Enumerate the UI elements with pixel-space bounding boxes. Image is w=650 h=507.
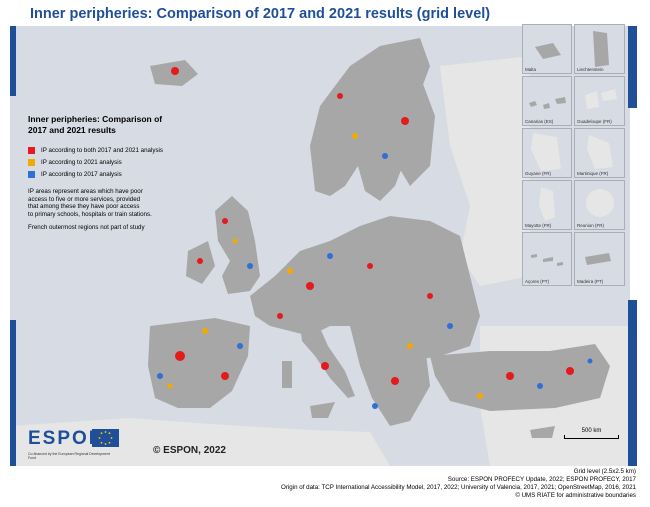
legend-item-label: IP according to 2017 analysis — [41, 171, 122, 178]
footer-boundaries: © UMS RIATE for administrative boundarie… — [515, 492, 636, 499]
legend-note-outermost: French outermost regions not part of stu… — [28, 224, 145, 232]
legend: Inner peripheries: Comparison of 2017 an… — [28, 114, 198, 231]
inset-canarias: Canarias (ES) — [522, 76, 572, 126]
inset-label: Mayotte (FR) — [525, 223, 552, 228]
inset-label: Canarias (ES) — [525, 119, 554, 124]
inset-shape — [593, 31, 609, 67]
ip-patches-2021 — [167, 133, 483, 399]
legend-item-2021: IP according to 2021 analysis — [28, 159, 198, 166]
italy — [300, 326, 355, 398]
inset-label: Martinique (FR) — [577, 171, 609, 176]
scale-bar: 500 km — [564, 428, 619, 439]
accent-bar-right-bottom — [628, 300, 637, 466]
inset-shape — [531, 133, 561, 171]
sardinia — [282, 361, 292, 388]
legend-item-label: IP according to both 2017 and 2021 analy… — [41, 147, 164, 154]
inset-shape — [539, 187, 555, 221]
finland — [390, 76, 435, 186]
inset-shape — [585, 89, 617, 109]
inset-guadeloupe: Guadeloupe (FR) — [574, 76, 625, 126]
inset-guyane: Guyane (FR) — [522, 128, 572, 178]
legend-title-line-1: Inner peripheries: Comparison of — [28, 114, 163, 124]
ip-patches-2017 — [157, 153, 593, 409]
logo-subtitle: Co-financed by the European Regional Dev… — [28, 452, 110, 460]
inset-label: Açores (PT) — [525, 279, 550, 284]
accent-bar-left-bottom — [10, 320, 16, 466]
inset-reunion: Reunion (FR) — [574, 180, 625, 230]
sicily — [310, 402, 335, 418]
inset-shape — [585, 253, 611, 265]
copyright: © ESPON, 2022 — [153, 445, 226, 456]
legend-title-line-2: 2017 and 2021 results — [28, 125, 116, 135]
great-britain — [215, 196, 260, 294]
logo-text: ESPON — [28, 428, 105, 449]
inset-shape — [586, 189, 614, 217]
map-title: Inner peripheries: Comparison of 2017 an… — [30, 6, 491, 22]
scale-label: 500 km — [581, 428, 602, 434]
inset-shape — [529, 97, 566, 109]
legend-swatch-red — [28, 147, 35, 154]
inset-liechtenstein: Liechtenstein — [574, 24, 625, 74]
inset-shape — [535, 43, 561, 59]
europe-map — [10, 38, 630, 466]
legend-note-line: access to five or more services, provide… — [28, 195, 141, 203]
continental-europe — [250, 216, 480, 361]
inset-maps: Malta Liechtenstein Canarias (ES) Guadel… — [522, 24, 625, 286]
inset-label: Madeira (PT) — [577, 279, 604, 284]
inset-label: Guyane (FR) — [525, 171, 552, 176]
inset-malta: Malta — [522, 24, 572, 74]
turkey — [430, 344, 610, 411]
legend-item-2017: IP according to 2017 analysis — [28, 171, 198, 178]
inset-shape — [531, 254, 563, 266]
eastern-landmass — [440, 56, 530, 286]
inset-label: Malta — [525, 67, 537, 72]
footer-data-origin: Origin of data: TCP International Access… — [281, 484, 636, 491]
legend-note-line: that among these they have poor access — [28, 203, 140, 211]
inset-martinique: Martinique (FR) — [574, 128, 625, 178]
legend-swatch-orange — [28, 159, 35, 166]
accent-bar-left-top — [10, 26, 16, 96]
ip-patches — [171, 67, 574, 385]
legend-item-both: IP according to both 2017 and 2021 analy… — [28, 147, 198, 154]
eu-flag-icon — [92, 429, 119, 447]
inset-mayotte: Mayotte (FR) — [522, 180, 572, 230]
inset-acores: Açores (PT) — [522, 232, 572, 286]
inset-label: Liechtenstein — [577, 67, 604, 72]
inset-label: Reunion (FR) — [577, 223, 605, 228]
legend-swatch-blue — [28, 171, 35, 178]
scale-bar-line — [564, 435, 619, 439]
legend-note-line: IP areas represent areas which have poor — [28, 188, 143, 195]
inset-madeira: Madeira (PT) — [574, 232, 625, 286]
iberia — [148, 318, 250, 408]
balkans — [350, 326, 430, 426]
espon-logo: ESPON Co-financed by the European Region… — [28, 428, 118, 460]
legend-item-label: IP according to 2021 analysis — [41, 159, 122, 166]
legend-note: IP areas represent areas which have poor… — [28, 188, 198, 218]
legend-note-line: to primary schools, hospitals or train s… — [28, 210, 152, 218]
footer-source: Source: ESPON PROFECY Update, 2022; ESPO… — [447, 476, 636, 483]
footer-grid-level: Grid level (2.5x2.5 km) — [573, 468, 636, 475]
cyprus — [530, 426, 555, 438]
eu-stars-icon — [98, 431, 113, 445]
inset-shape — [587, 135, 613, 169]
inset-label: Guadeloupe (FR) — [577, 119, 612, 124]
accent-bar-right-top — [628, 26, 637, 108]
